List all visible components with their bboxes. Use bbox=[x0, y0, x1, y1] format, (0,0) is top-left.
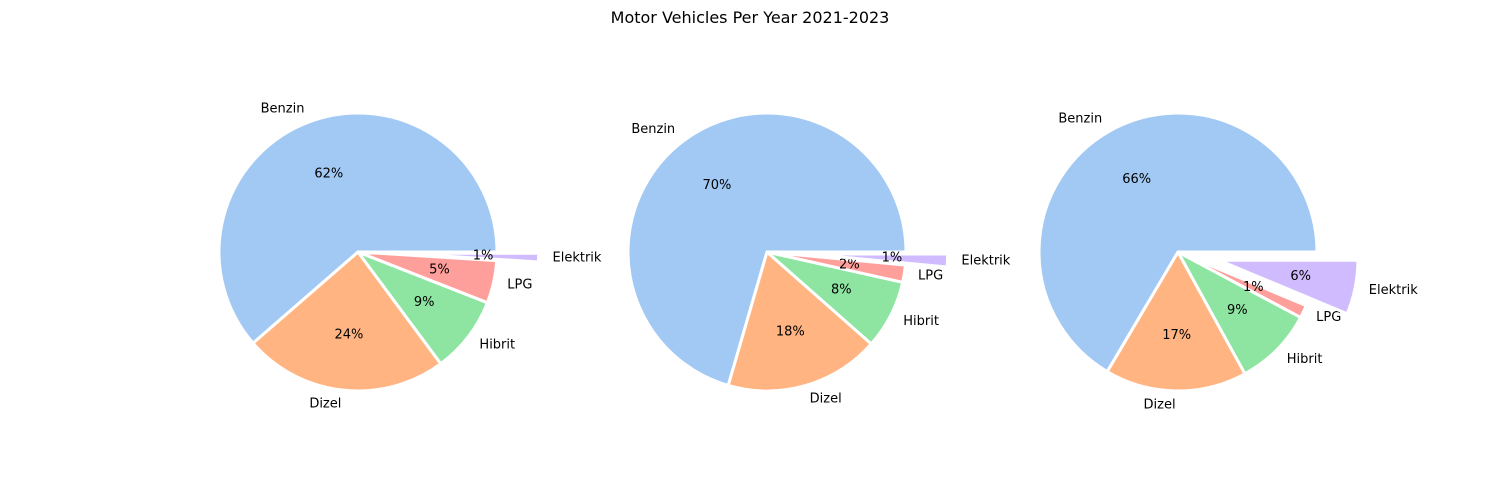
pie-3-wedge-hibrit bbox=[1176, 250, 1303, 376]
pie-1-label-hibrit: Hibrit bbox=[479, 337, 515, 352]
pie-1-wedge-benzin bbox=[217, 111, 499, 345]
pie-1-percent-elektrik: 1% bbox=[473, 248, 494, 263]
pie-1-percent-benzin: 62% bbox=[314, 166, 343, 181]
pie-1-label-dizel: Dizel bbox=[309, 396, 341, 411]
pie-2-percent-benzin: 70% bbox=[702, 178, 731, 193]
pie-chart-2: 70% Benzin 18% Dizel 8% Hibrit 2% LPG 1% Elektrik bbox=[626, 111, 1011, 406]
pie-2-wedge-benzin bbox=[626, 111, 908, 387]
pie-chart-3: 66% Benzin 17% Dizel 9% Hibrit 1% LPG 6% Elektrik bbox=[1037, 111, 1418, 412]
pie-3-wedge-benzin bbox=[1037, 111, 1319, 374]
pie-3-label-benzin: Benzin bbox=[1058, 112, 1102, 127]
pie-3-percent-hibrit: 9% bbox=[1227, 303, 1248, 318]
pie-2-label-benzin: Benzin bbox=[631, 122, 675, 137]
pie-3-percent-lpg: 1% bbox=[1243, 280, 1264, 295]
pie-1-wedge-dizel bbox=[251, 250, 443, 393]
pie-1-label-benzin: Benzin bbox=[261, 101, 305, 116]
pie-1-percent-lpg: 5% bbox=[429, 263, 450, 278]
pie-2-label-lpg: LPG bbox=[918, 268, 943, 283]
pie-1-wedge-elektrik bbox=[398, 251, 541, 264]
chart-title: Motor Vehicles Per Year 2021-2023 bbox=[610, 8, 890, 27]
pie-2-wedge-dizel bbox=[726, 250, 873, 393]
pie-3-percent-dizel: 17% bbox=[1162, 328, 1191, 343]
pie-3-wedge-dizel bbox=[1105, 250, 1247, 393]
pie-2-label-hibrit: Hibrit bbox=[903, 314, 939, 329]
pie-1-label-elektrik: Elektrik bbox=[553, 251, 602, 266]
pie-1-percent-hibrit: 9% bbox=[414, 295, 435, 310]
pie-3-wedge-elektrik bbox=[1217, 258, 1360, 316]
pie-chart-1: 62% Benzin 24% Dizel 9% Hibrit 5% LPG 1% Elektrik bbox=[217, 101, 602, 411]
pie-3-label-lpg: LPG bbox=[1316, 310, 1341, 325]
pie-1-percent-dizel: 24% bbox=[334, 327, 363, 342]
pie-3-percent-elektrik: 6% bbox=[1290, 269, 1311, 284]
pie-3-label-elektrik: Elektrik bbox=[1369, 283, 1418, 298]
pie-3-label-hibrit: Hibrit bbox=[1287, 352, 1323, 367]
pie-3-label-dizel: Dizel bbox=[1144, 397, 1176, 412]
pie-3-percent-benzin: 66% bbox=[1122, 172, 1151, 187]
pie-3-wedge-lpg bbox=[1176, 250, 1308, 319]
pie-2-label-dizel: Dizel bbox=[810, 391, 842, 406]
pie-1-label-lpg: LPG bbox=[507, 278, 532, 293]
pie-2-wedge-lpg bbox=[765, 250, 907, 284]
pie-2-percent-lpg: 2% bbox=[839, 258, 860, 273]
pie-2-wedge-elektrik bbox=[807, 252, 950, 269]
pie-2-percent-elektrik: 1% bbox=[882, 250, 903, 265]
pie-2-percent-hibrit: 8% bbox=[831, 282, 852, 297]
pie-2-label-elektrik: Elektrik bbox=[961, 254, 1010, 269]
pie-2-percent-dizel: 18% bbox=[776, 325, 805, 340]
